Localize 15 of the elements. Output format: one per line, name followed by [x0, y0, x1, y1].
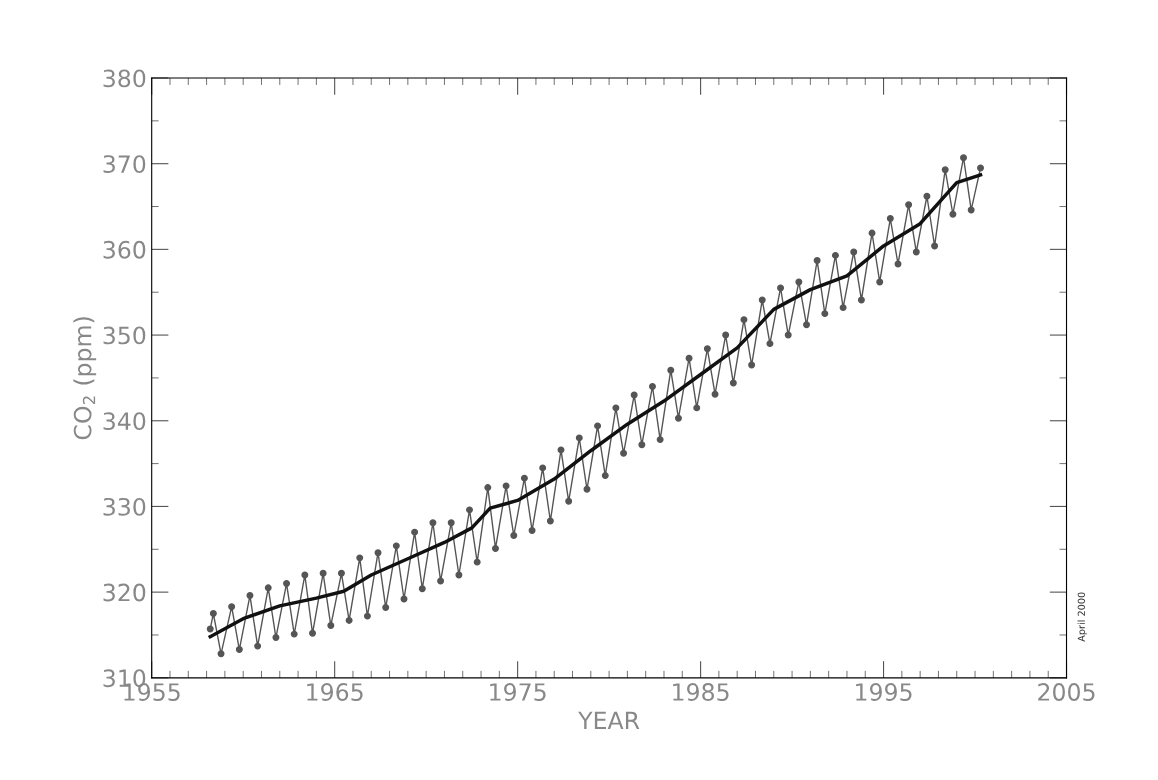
y-tick-label: 370 — [103, 155, 146, 173]
y-tick-label: 380 — [103, 69, 146, 88]
y-tick-label: 360 — [103, 240, 146, 259]
x-tick-label: 1965 — [307, 683, 363, 701]
y-axis-title: CO$_{2}$ (ppm) — [73, 317, 97, 440]
y-tick-label: 350 — [103, 326, 146, 345]
x-tick-label: 1995 — [856, 683, 912, 701]
y-tick-label: 340 — [103, 412, 146, 431]
y-tick-label: 330 — [103, 497, 146, 516]
y-tick-label: 320 — [103, 583, 146, 602]
x-tick-label: 2005 — [1038, 683, 1095, 701]
x-axis-title: YEAR — [578, 711, 640, 730]
x-tick-label: 1975 — [490, 683, 546, 701]
text: April 2000 — [1077, 592, 1087, 642]
x-tick-label: 1985 — [673, 683, 729, 701]
